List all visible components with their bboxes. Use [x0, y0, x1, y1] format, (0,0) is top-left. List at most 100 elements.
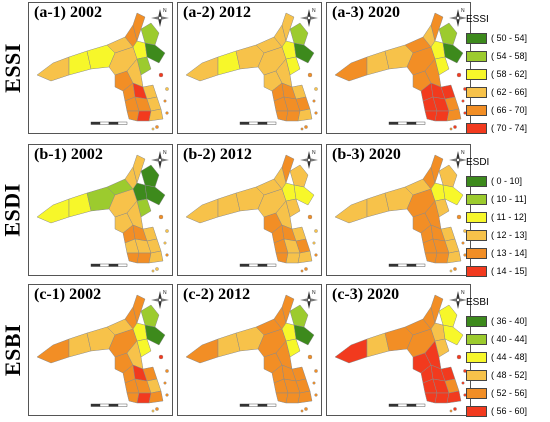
map-region [185, 198, 219, 224]
map-island [155, 407, 159, 411]
compass-label: N [163, 290, 167, 296]
legend-swatch [466, 247, 487, 259]
map-svg: N [334, 290, 467, 413]
legend-item: ( 58 - 62] [466, 65, 527, 83]
map-region [424, 200, 442, 230]
map-svg: N [334, 8, 467, 131]
legend-swatch [466, 333, 487, 345]
map-region [438, 304, 458, 328]
compass-label: N [461, 290, 465, 296]
legend-label: ( 12 - 13] [491, 230, 528, 240]
north-arrow-icon: N [449, 8, 467, 27]
map-region [281, 294, 295, 324]
map-panel: N (b-1) 2002 [28, 144, 173, 276]
map-region [289, 304, 309, 328]
map-island [461, 381, 465, 385]
map-region [424, 340, 442, 370]
map-island [300, 127, 304, 131]
legend-swatch [466, 351, 487, 363]
map-region [136, 392, 152, 404]
map-region [446, 250, 462, 264]
map-region [36, 338, 70, 364]
map-region [289, 22, 309, 46]
legend: ESDI( 0 - 10] ( 10 - 11] ( 11 - 12] ( 12 - … [466, 157, 527, 280]
map-region [438, 22, 458, 46]
scale-bar [388, 263, 426, 267]
map-island [304, 407, 308, 411]
legend-swatch [466, 193, 487, 205]
legend-label: ( 48 - 52] [491, 370, 528, 380]
row-label-text: ESSI [0, 43, 25, 93]
scale-bar [239, 403, 277, 407]
map-panel: N (a-3) 2020 [326, 2, 471, 134]
map-island [151, 269, 155, 273]
map-region [285, 392, 301, 404]
map-region [293, 42, 315, 64]
map-region [442, 324, 464, 346]
map-panel: N (c-2) 2012 [177, 284, 322, 416]
compass-label: N [163, 150, 167, 156]
scale-bar [90, 403, 128, 407]
legend-label: ( 14 - 15] [491, 266, 528, 276]
map-region [334, 56, 368, 82]
north-arrow-icon: N [300, 290, 318, 309]
legend-item: ( 54 - 58] [466, 47, 527, 65]
legend-item: ( 66 - 70] [466, 101, 527, 119]
legend-swatch [466, 387, 487, 399]
legend: ESSI( 50 - 54] ( 54 - 58] ( 58 - 62] ( 62 -… [466, 14, 527, 137]
map-region [275, 200, 293, 230]
panel-title: (c-3) 2020 [332, 286, 400, 303]
map-region [446, 390, 462, 404]
legend-label: ( 70 - 74] [491, 123, 528, 133]
compass-label: N [461, 150, 465, 156]
legend-swatch [466, 369, 487, 381]
map-region [140, 22, 160, 46]
map-island [312, 381, 316, 385]
map-region [442, 184, 464, 206]
map-region [140, 304, 160, 328]
map-svg: N [185, 8, 318, 131]
legend: ESBI( 36 - 40] ( 40 - 44] ( 44 - 48] ( 48 -… [466, 297, 527, 420]
legend-swatch [466, 122, 487, 134]
map-panel: N (c-1) 2002 [28, 284, 173, 416]
map-island [151, 127, 155, 131]
map-region [136, 252, 152, 264]
legend-item: ( 56 - 60] [466, 402, 527, 420]
panel-title: (a-1) 2002 [34, 4, 102, 21]
map-region [434, 110, 450, 122]
map-region [132, 12, 146, 42]
map-island [453, 125, 457, 129]
map-region [297, 390, 313, 404]
panel-title: (a-2) 2012 [183, 4, 251, 21]
map-region [144, 324, 166, 346]
map-panel: N (c-3) 2020 [326, 284, 471, 416]
legend-item: ( 0 - 10] [466, 172, 527, 190]
map-region [438, 164, 458, 188]
map-svg: N [36, 290, 169, 413]
row-label: ESBI [0, 284, 26, 416]
map-island [314, 229, 318, 233]
compass-label: N [312, 150, 316, 156]
map-island [300, 409, 304, 413]
map-island [165, 369, 169, 373]
legend-swatch [466, 104, 487, 116]
legend-swatch [466, 229, 487, 241]
legend-item: ( 11 - 12] [466, 208, 527, 226]
map-island [158, 214, 164, 220]
map-svg: N [185, 290, 318, 413]
map-island [300, 269, 304, 273]
map-island [151, 409, 155, 413]
map-region [148, 108, 164, 122]
map-island [165, 253, 169, 257]
map-region [275, 58, 293, 88]
legend-swatch [466, 32, 487, 44]
map-island [163, 99, 167, 103]
legend-swatch [466, 50, 487, 62]
row-label: ESSI [0, 2, 26, 134]
north-arrow-icon: N [300, 8, 318, 27]
north-arrow-icon: N [151, 290, 169, 309]
map-island [307, 354, 313, 360]
map-region [293, 324, 315, 346]
legend-item: ( 48 - 52] [466, 366, 527, 384]
map-svg: N [334, 150, 467, 273]
